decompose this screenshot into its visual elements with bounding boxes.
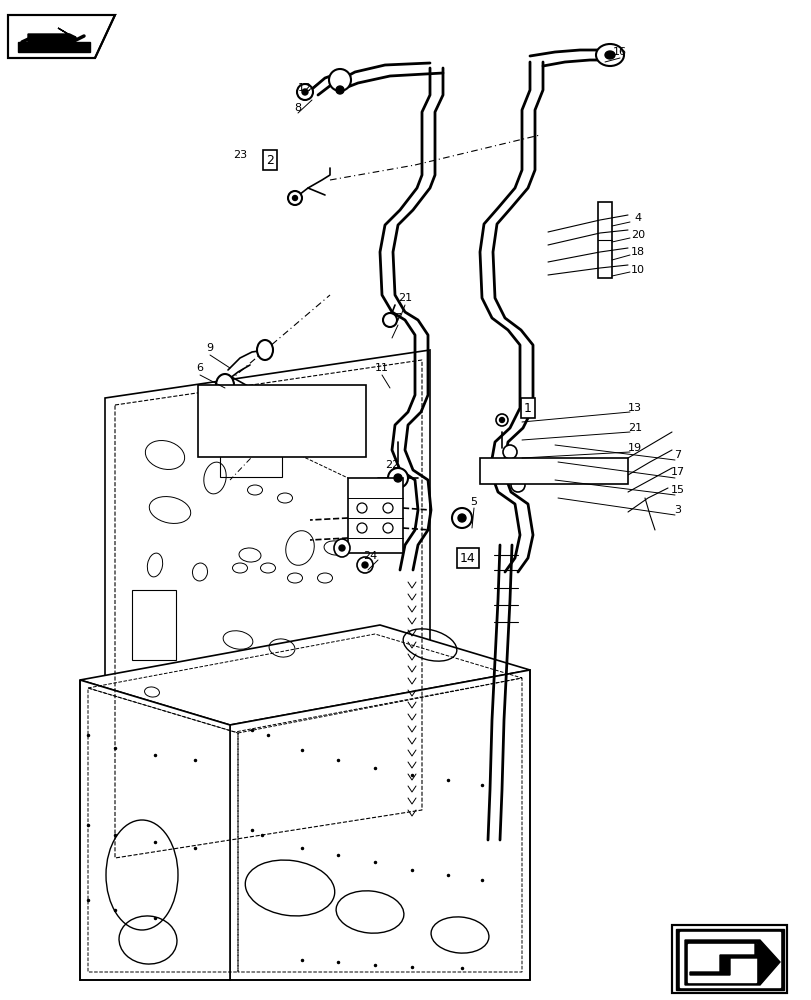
Text: 23: 23 <box>233 150 247 160</box>
Text: 1: 1 <box>523 401 531 414</box>
Text: 35.357.AG 01: 35.357.AG 01 <box>202 393 283 403</box>
Bar <box>672 925 786 993</box>
Ellipse shape <box>452 508 471 528</box>
Text: 35.300.AD 02: 35.300.AD 02 <box>483 463 564 473</box>
Polygon shape <box>676 929 783 990</box>
Ellipse shape <box>357 503 367 513</box>
Polygon shape <box>28 28 75 48</box>
Ellipse shape <box>362 562 367 568</box>
Bar <box>198 385 366 457</box>
Ellipse shape <box>302 89 307 95</box>
Text: 4: 4 <box>633 213 641 223</box>
Text: 15: 15 <box>670 485 684 495</box>
Polygon shape <box>679 932 779 987</box>
Polygon shape <box>18 23 90 55</box>
Text: 13: 13 <box>627 403 642 413</box>
Text: 2: 2 <box>266 154 273 167</box>
Ellipse shape <box>328 69 350 91</box>
Ellipse shape <box>499 418 504 422</box>
Ellipse shape <box>288 191 302 205</box>
Text: 35.355.AH: 35.355.AH <box>202 413 263 423</box>
Text: 19: 19 <box>627 443 642 453</box>
Ellipse shape <box>510 478 525 492</box>
Ellipse shape <box>338 545 345 551</box>
Ellipse shape <box>457 514 466 522</box>
Text: 6: 6 <box>196 363 204 373</box>
Text: 7: 7 <box>394 313 401 323</box>
Polygon shape <box>684 940 779 985</box>
Text: 22: 22 <box>384 460 399 470</box>
Ellipse shape <box>383 503 393 513</box>
Text: 14: 14 <box>460 552 475 564</box>
Bar <box>348 478 402 553</box>
Text: 12: 12 <box>298 83 311 93</box>
Polygon shape <box>18 42 90 52</box>
Polygon shape <box>687 944 755 982</box>
Ellipse shape <box>383 313 397 327</box>
Text: 35.356.AV: 35.356.AV <box>202 433 263 443</box>
Polygon shape <box>80 625 530 725</box>
Ellipse shape <box>333 539 350 557</box>
Ellipse shape <box>297 84 312 100</box>
Ellipse shape <box>257 340 272 360</box>
Text: 7: 7 <box>674 450 680 460</box>
Text: 5: 5 <box>470 497 477 507</box>
Ellipse shape <box>216 374 234 396</box>
Polygon shape <box>105 350 430 870</box>
Bar <box>132 590 176 660</box>
Polygon shape <box>22 26 86 52</box>
Text: 18: 18 <box>630 247 644 257</box>
Ellipse shape <box>604 51 614 59</box>
Polygon shape <box>230 670 530 980</box>
Text: 21: 21 <box>397 293 411 303</box>
Ellipse shape <box>336 86 344 94</box>
Ellipse shape <box>357 557 372 573</box>
Polygon shape <box>80 680 230 980</box>
Text: 9: 9 <box>206 343 213 353</box>
Text: 10: 10 <box>630 265 644 275</box>
Text: 24: 24 <box>363 551 376 561</box>
Text: 20: 20 <box>630 230 644 240</box>
Ellipse shape <box>502 445 517 459</box>
Ellipse shape <box>393 474 401 482</box>
Text: 17: 17 <box>670 467 684 477</box>
Ellipse shape <box>383 523 393 533</box>
Text: 21: 21 <box>627 423 642 433</box>
Text: 3: 3 <box>674 505 680 515</box>
Polygon shape <box>8 15 115 58</box>
Ellipse shape <box>496 414 508 426</box>
Ellipse shape <box>292 196 297 201</box>
Polygon shape <box>689 943 774 975</box>
Ellipse shape <box>388 468 407 488</box>
Bar <box>479 458 627 484</box>
Bar <box>220 445 281 477</box>
Bar <box>672 925 786 993</box>
Ellipse shape <box>595 44 623 66</box>
Ellipse shape <box>357 523 367 533</box>
Text: 8: 8 <box>294 103 301 113</box>
Text: 11: 11 <box>375 363 388 373</box>
Text: 16: 16 <box>612 47 626 57</box>
